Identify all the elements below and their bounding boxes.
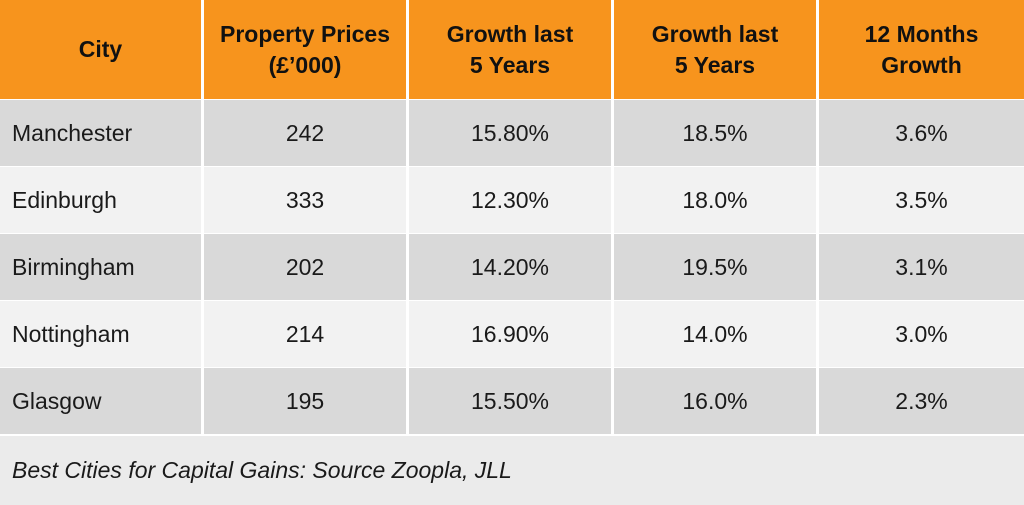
cell-growth-5y-b: 16.0% (614, 367, 819, 434)
cell-growth-5y-a: 16.90% (409, 300, 614, 367)
table-header: City Property Prices (£’000) Growth last… (0, 0, 1024, 99)
cell-city: Birmingham (0, 233, 204, 300)
cell-growth-5y-b: 19.5% (614, 233, 819, 300)
cell-growth-12m: 3.5% (819, 166, 1024, 233)
cell-property-price: 202 (204, 233, 409, 300)
cell-city: Nottingham (0, 300, 204, 367)
cell-growth-5y-b: 18.5% (614, 99, 819, 166)
table-row: Nottingham 214 16.90% 14.0% 3.0% (0, 300, 1024, 367)
header-property-prices: Property Prices (£’000) (204, 0, 409, 99)
table-caption-footer: Best Cities for Capital Gains: Source Zo… (0, 436, 1024, 505)
cell-growth-5y-a: 12.30% (409, 166, 614, 233)
header-12-months-growth-line-2: Growth (881, 51, 962, 78)
table-row: Birmingham 202 14.20% 19.5% 3.1% (0, 233, 1024, 300)
table-row: Manchester 242 15.80% 18.5% 3.6% (0, 99, 1024, 166)
header-property-prices-line-2: (£’000) (268, 51, 342, 78)
header-growth-5y-b-line-1: Growth last (651, 20, 779, 47)
table-row: Edinburgh 333 12.30% 18.0% 3.5% (0, 166, 1024, 233)
cell-property-price: 214 (204, 300, 409, 367)
cell-growth-5y-b: 18.0% (614, 166, 819, 233)
cell-growth-12m: 2.3% (819, 367, 1024, 434)
cell-city: Manchester (0, 99, 204, 166)
header-growth-5y-a-line-1: Growth last (446, 20, 574, 47)
table-body: Manchester 242 15.80% 18.5% 3.6% Edinbur… (0, 99, 1024, 434)
cell-city: Edinburgh (0, 166, 204, 233)
header-growth-5y-b: Growth last 5 Years (614, 0, 819, 99)
header-property-prices-line-1: Property Prices (219, 20, 391, 47)
cell-property-price: 242 (204, 99, 409, 166)
cell-growth-5y-a: 15.50% (409, 367, 614, 434)
cell-property-price: 333 (204, 166, 409, 233)
cell-growth-12m: 3.1% (819, 233, 1024, 300)
cell-property-price: 195 (204, 367, 409, 434)
header-growth-5y-a-line-2: 5 Years (469, 51, 551, 78)
header-city-line-1: City (78, 36, 123, 62)
cell-city: Glasgow (0, 367, 204, 434)
cell-growth-5y-a: 14.20% (409, 233, 614, 300)
header-row: City Property Prices (£’000) Growth last… (0, 0, 1024, 99)
header-growth-5y-a: Growth last 5 Years (409, 0, 614, 99)
cell-growth-5y-a: 15.80% (409, 99, 614, 166)
cell-growth-5y-b: 14.0% (614, 300, 819, 367)
header-12-months-growth: 12 Months Growth (819, 0, 1024, 99)
source-caption: Best Cities for Capital Gains: Source Zo… (12, 457, 512, 483)
city-property-table: City Property Prices (£’000) Growth last… (0, 0, 1024, 434)
cell-growth-12m: 3.6% (819, 99, 1024, 166)
header-12-months-growth-line-1: 12 Months (864, 20, 979, 47)
header-city: City (0, 0, 204, 99)
header-growth-5y-b-line-2: 5 Years (674, 51, 756, 78)
table-row: Glasgow 195 15.50% 16.0% 2.3% (0, 367, 1024, 434)
cell-growth-12m: 3.0% (819, 300, 1024, 367)
